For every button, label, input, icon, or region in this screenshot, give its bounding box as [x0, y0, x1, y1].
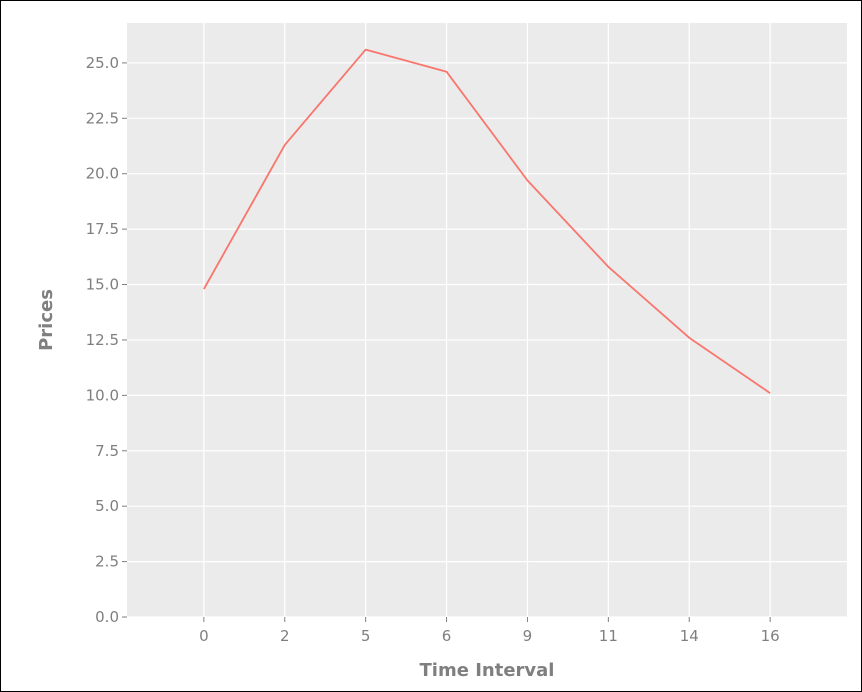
y-tick-label: 5.0: [95, 497, 119, 515]
x-tick-label: 0: [199, 627, 209, 645]
x-tick-label: 16: [761, 627, 780, 645]
x-axis-title: Time Interval: [420, 660, 555, 681]
x-tick-label: 11: [599, 627, 618, 645]
series-group: [203, 48, 771, 394]
y-tick-label: 17.5: [86, 220, 119, 238]
y-tick-label: 20.0: [86, 165, 119, 183]
y-tick-label: 7.5: [95, 442, 119, 460]
y-axis-title: Prices: [36, 289, 57, 351]
x-tick-label: 9: [523, 627, 533, 645]
y-tick-label: 0.0: [95, 608, 119, 626]
plot-panel: [127, 23, 847, 617]
x-tick-label: 5: [361, 627, 371, 645]
y-tick-label: 25.0: [86, 54, 119, 72]
y-tick-label: 22.5: [86, 109, 119, 127]
x-tick-label: 2: [280, 627, 290, 645]
x-tick-label: 6: [442, 627, 452, 645]
y-tick-label: 10.0: [86, 386, 119, 404]
gridlines: [127, 23, 847, 618]
y-tick-label: 12.5: [86, 331, 119, 349]
x-tick-label: 14: [680, 627, 699, 645]
y-axis: 0.0 2.5 5.0 7.5 10.0 12.5 15.0 17.5 20.0 22.5 25.0: [86, 54, 127, 626]
y-tick-label: 2.5: [95, 553, 119, 571]
y-tick-label: 15.0: [86, 276, 119, 294]
series-line: [203, 48, 771, 394]
x-axis: 0 2 5 6 9 11 14 16: [199, 617, 780, 645]
